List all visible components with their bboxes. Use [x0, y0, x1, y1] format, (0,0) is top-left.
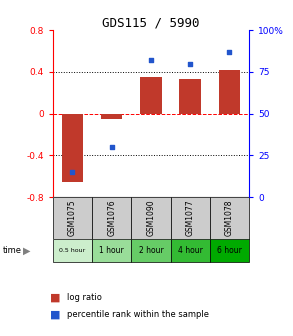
Point	[149, 57, 153, 63]
Text: GSM1090: GSM1090	[146, 200, 155, 236]
Title: GDS115 / 5990: GDS115 / 5990	[102, 16, 200, 29]
Bar	[101, 114, 122, 119]
Text: GSM1076: GSM1076	[107, 200, 116, 236]
Text: ▶: ▶	[23, 246, 31, 255]
Text: percentile rank within the sample: percentile rank within the sample	[67, 310, 209, 319]
Text: 0.5 hour: 0.5 hour	[59, 248, 86, 253]
Bar	[140, 77, 162, 114]
Text: 1 hour: 1 hour	[99, 246, 124, 255]
Bar	[92, 197, 131, 239]
Point	[70, 169, 75, 175]
Bar	[210, 239, 249, 262]
Bar	[131, 239, 171, 262]
Text: 2 hour: 2 hour	[139, 246, 163, 255]
Text: ■: ■	[50, 309, 61, 319]
Bar	[219, 70, 240, 114]
Bar	[62, 114, 83, 181]
Bar	[171, 197, 210, 239]
Bar	[131, 197, 171, 239]
Text: GSM1075: GSM1075	[68, 200, 77, 236]
Text: GSM1077: GSM1077	[186, 200, 195, 236]
Bar	[53, 197, 92, 239]
Bar	[92, 239, 131, 262]
Text: 6 hour: 6 hour	[217, 246, 242, 255]
Text: time: time	[3, 246, 22, 255]
Point	[109, 144, 114, 150]
Text: 4 hour: 4 hour	[178, 246, 202, 255]
Text: log ratio: log ratio	[67, 293, 102, 302]
Bar	[171, 239, 210, 262]
Bar	[210, 197, 249, 239]
Bar	[179, 79, 201, 114]
Point	[188, 61, 193, 66]
Point	[227, 49, 232, 55]
Text: ■: ■	[50, 292, 61, 302]
Bar	[53, 239, 92, 262]
Text: GSM1078: GSM1078	[225, 200, 234, 236]
